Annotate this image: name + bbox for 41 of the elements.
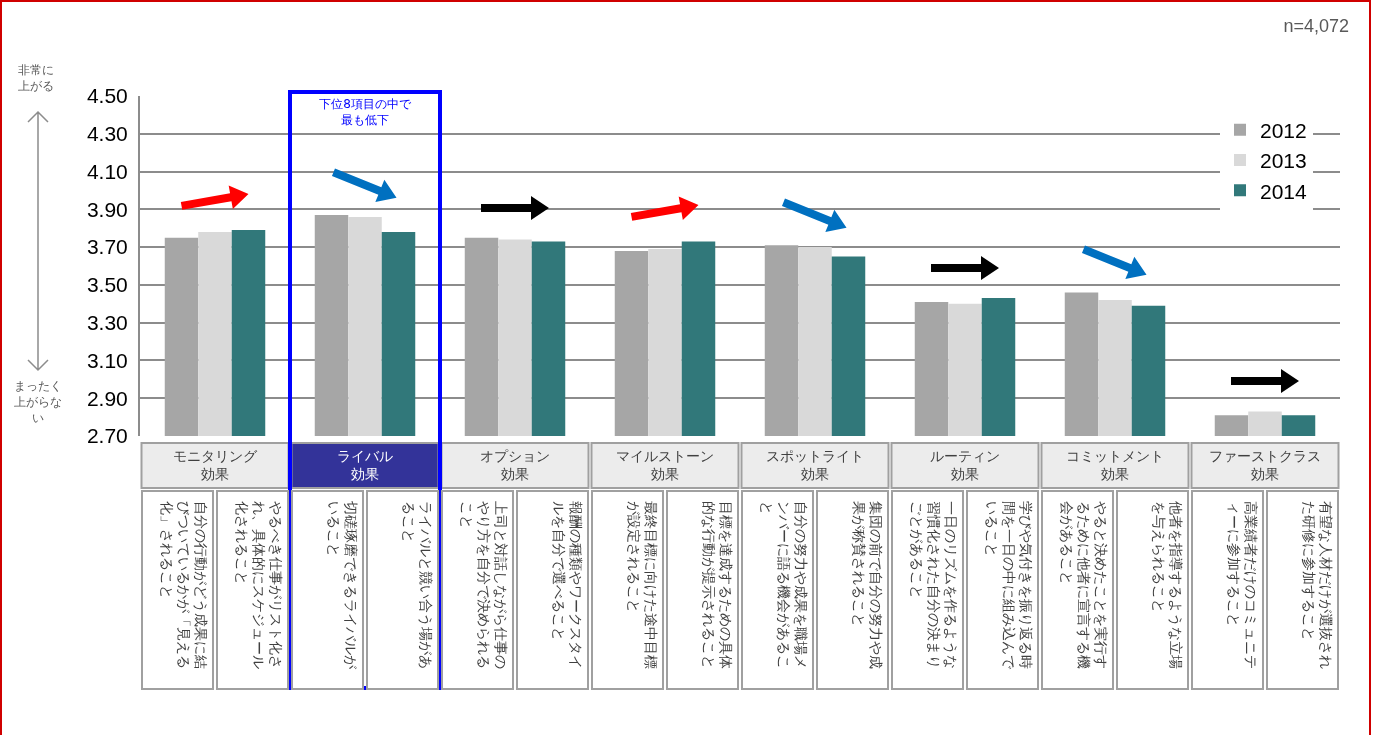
text: 自分の行動がどう成果に結びついているかが「見える化」されること	[157, 500, 208, 671]
y-tick-label: 3.10	[86, 348, 128, 372]
text: やるべき仕事がリスト化され、具体的にスケジュール化されること	[232, 500, 283, 671]
y-tick-label: 2.90	[86, 386, 128, 410]
x-tick-label: モニタリング効果	[173, 448, 258, 483]
text: 学びや気付きを振り返る時間を一日の中に組み込んでいること	[982, 500, 1033, 671]
x-tick-label: スポットライト効果	[766, 448, 864, 483]
x-tick-label: オプション効果	[480, 448, 550, 483]
text: 一日のリズムを作るような習慣化された自分の決まりごとがあること	[907, 500, 958, 670]
text: 他者を指導するような立場を与えられること	[1149, 500, 1183, 671]
x-tick-label: マイルストーン効果	[616, 448, 714, 483]
legend-label: 2013	[1260, 149, 1307, 173]
text: 最終目標に向けた途中目標が設定されること	[624, 500, 658, 671]
y-tick-label: 3.70	[86, 235, 128, 259]
text: 上司と対話しながら仕事のやり方を自分で決められること	[457, 500, 508, 671]
annotation: 下位8項目の中で最も低下	[318, 96, 412, 128]
text: 自分の努力や成果を職場メンバーに語る機会があること	[757, 500, 808, 670]
x-tick-label: ファーストクラス効果	[1209, 448, 1321, 483]
text: やると決めたことを実行するために他者に宣言する機会があること	[1057, 500, 1108, 671]
text: 有望な人材だけが選抜された研修に参加すること	[1299, 500, 1333, 671]
y-tick-label: 3.50	[86, 273, 128, 297]
text: 目標を達成するための具体的な行動が提示されること	[699, 500, 733, 671]
text: 集団の前で自分の努力や成果が称賛されること	[849, 500, 883, 671]
y-tick-label: 4.10	[86, 159, 128, 183]
legend-label: 2014	[1260, 179, 1308, 203]
x-tick-label: ルーティン効果	[930, 448, 1000, 483]
legend-label: 2012	[1260, 118, 1307, 142]
x-tick-label: ライバル効果	[337, 448, 393, 483]
y-tick-label: 2.70	[86, 424, 128, 448]
text: 報酬の種類やワークスタイルを自分で選べること	[549, 500, 583, 670]
y-tick-label: 3.90	[86, 197, 128, 221]
y-tick-label: 4.30	[86, 122, 128, 146]
text: 非常に上がる	[17, 62, 55, 94]
x-tick-label: コミットメント効果	[1066, 448, 1164, 483]
y-tick-label: 4.50	[86, 84, 128, 108]
text: まったく上がらない	[13, 378, 63, 426]
text: n=4,072	[1283, 16, 1349, 37]
text: 高業績者だけのコミュニティーに参加すること	[1224, 500, 1258, 670]
text: ライバルと競い合う場があること	[399, 500, 433, 670]
text: 切磋琢磨できるライバルがいること	[324, 500, 358, 671]
y-tick-label: 3.30	[86, 311, 128, 335]
